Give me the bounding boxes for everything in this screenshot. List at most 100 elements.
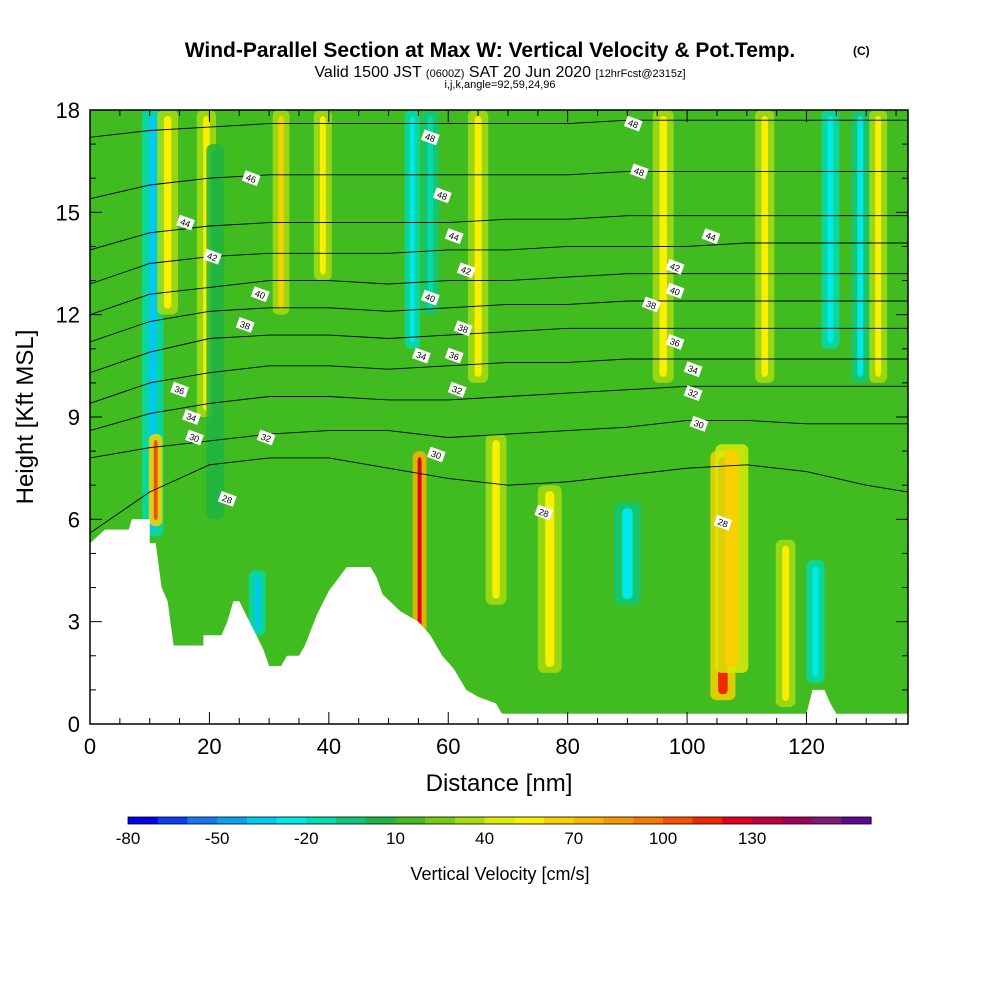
contour-label-text: 48 bbox=[436, 189, 449, 202]
contour-label: 32 bbox=[683, 385, 703, 402]
colorbar-tick-label: 100 bbox=[649, 829, 677, 848]
contour-label: 46 bbox=[241, 170, 261, 187]
contour-label-text: 28 bbox=[716, 517, 729, 530]
contour-label-box bbox=[534, 504, 554, 521]
colorbar-frame bbox=[127, 816, 872, 825]
contour-label-box bbox=[420, 129, 440, 146]
isentrope-line bbox=[90, 242, 908, 285]
contour-label: 30 bbox=[185, 429, 204, 446]
velocity-column bbox=[755, 110, 775, 383]
x-tick-label: 100 bbox=[669, 734, 706, 759]
velocity-column bbox=[206, 144, 225, 520]
contour-label-text: 46 bbox=[245, 172, 258, 185]
contour-label-box bbox=[235, 316, 255, 333]
contour-label-box bbox=[217, 490, 237, 507]
contour-label-text: 44 bbox=[704, 230, 717, 243]
contour-label: 28 bbox=[534, 504, 554, 521]
contour-label: 44 bbox=[176, 214, 195, 231]
contour-label-text: 42 bbox=[460, 264, 473, 277]
velocity-column bbox=[404, 110, 421, 349]
contour-label: 30 bbox=[689, 415, 709, 432]
velocity-column bbox=[485, 434, 507, 605]
velocity-core bbox=[875, 116, 882, 377]
x-tick-label: 60 bbox=[436, 734, 460, 759]
contour-label-text: 32 bbox=[687, 387, 700, 400]
velocity-core bbox=[153, 440, 158, 521]
colorbar-swatch bbox=[187, 817, 218, 824]
colorbar-tick-label: -50 bbox=[205, 829, 230, 848]
velocity-core bbox=[417, 457, 422, 633]
contour-label-box bbox=[426, 446, 446, 463]
contour-label-text: 40 bbox=[424, 292, 437, 305]
contour-label-text: 36 bbox=[448, 350, 461, 363]
contour-labels: 48 48 48 48 46 44 44 44 42 42 42 40 40 40 38 38 38 36 36 36… bbox=[170, 115, 733, 531]
contour-label: 34 bbox=[683, 361, 703, 378]
isentrope-line bbox=[90, 419, 908, 459]
velocity-core bbox=[427, 116, 434, 309]
contour-label: 42 bbox=[456, 262, 476, 279]
contour-label-box bbox=[689, 415, 709, 432]
y-axis-label: Height [Kft MSL] bbox=[12, 330, 39, 505]
colorbar-swatch bbox=[336, 817, 367, 824]
contour-label: 44 bbox=[701, 228, 721, 245]
colorbar-swatch bbox=[306, 817, 337, 824]
contour-label: 40 bbox=[665, 282, 685, 299]
velocity-column bbox=[412, 451, 427, 639]
velocity-core bbox=[725, 450, 739, 667]
velocity-core bbox=[761, 116, 768, 377]
contour-label-text: 38 bbox=[645, 298, 658, 311]
velocity-core bbox=[492, 440, 500, 599]
colorbar-swatch bbox=[573, 817, 605, 824]
velocity-column bbox=[613, 502, 641, 605]
contour-label-text: 44 bbox=[179, 217, 192, 230]
velocity-column bbox=[851, 110, 870, 383]
velocity-core bbox=[857, 116, 864, 377]
contour-label-text: 34 bbox=[687, 363, 700, 376]
colorbar-tick-label: 130 bbox=[738, 829, 766, 848]
contour-label-box bbox=[185, 429, 204, 446]
y-tick-label: 18 bbox=[56, 98, 80, 123]
terrain-mask bbox=[90, 519, 908, 724]
velocity-column bbox=[806, 560, 825, 684]
contour-label-box bbox=[176, 214, 195, 231]
colorbar-swatch bbox=[752, 817, 783, 824]
contour-label-text: 40 bbox=[669, 285, 682, 298]
velocity-core bbox=[622, 508, 633, 599]
contour-label-box bbox=[665, 282, 685, 299]
contour-label: 38 bbox=[235, 316, 255, 333]
contour-label-text: 30 bbox=[430, 449, 443, 462]
contour-label-text: 30 bbox=[188, 432, 201, 445]
velocity-column bbox=[467, 110, 489, 383]
contour-label: 32 bbox=[447, 381, 467, 398]
colorbar-swatch bbox=[217, 817, 248, 824]
velocity-column bbox=[775, 539, 796, 707]
colorbar-swatch bbox=[454, 817, 486, 824]
contour-label-text: 34 bbox=[415, 350, 428, 363]
chart-title-suffix: (C) bbox=[853, 44, 870, 58]
contour-label-box bbox=[665, 258, 685, 275]
velocity-core bbox=[278, 116, 284, 309]
colorbar-tick-label: 40 bbox=[475, 829, 494, 848]
contour-label-text: 48 bbox=[424, 131, 437, 144]
chart-title: Wind-Parallel Section at Max W: Vertical… bbox=[185, 39, 796, 62]
contour-label: 48 bbox=[623, 115, 643, 132]
contour-label-box bbox=[683, 361, 703, 378]
x-tick-label: 0 bbox=[84, 734, 96, 759]
contour-label-text: 32 bbox=[451, 384, 464, 397]
isentrope-line bbox=[90, 119, 908, 138]
contour-label: 30 bbox=[426, 446, 446, 463]
contour-label: 38 bbox=[641, 296, 661, 313]
contour-label-text: 42 bbox=[206, 251, 219, 264]
contour-label-box bbox=[701, 228, 721, 245]
velocity-core bbox=[254, 576, 260, 630]
contour-label: 36 bbox=[170, 381, 189, 398]
contour-label: 38 bbox=[453, 320, 473, 337]
contour-label-text: 48 bbox=[627, 118, 640, 131]
contour-label-box bbox=[203, 248, 222, 265]
colorbar-swatch bbox=[633, 817, 664, 824]
colorbar-swatch bbox=[544, 817, 575, 824]
velocity-core bbox=[319, 116, 326, 275]
contour-label-box bbox=[444, 228, 464, 245]
contour-label: 44 bbox=[444, 228, 464, 245]
colorbar-swatch bbox=[662, 817, 694, 824]
